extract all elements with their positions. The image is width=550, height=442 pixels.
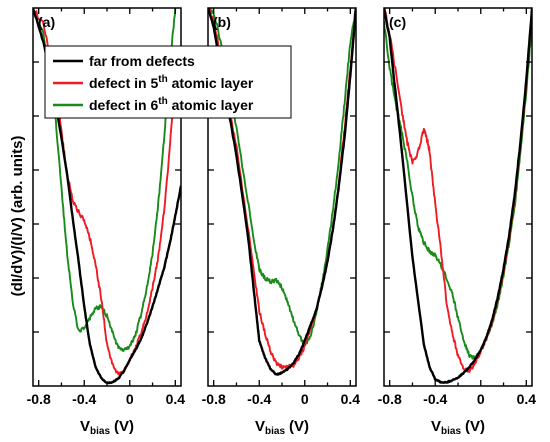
panel-3: -0.8 -0.4 0 0.4 Vbias (V) (c) [378, 7, 537, 437]
panel-label: (c) [389, 14, 406, 30]
series-line-far [208, 8, 356, 376]
x-axis-title: Vbias (V) [255, 418, 309, 437]
panel-1: -0.8 -0.4 0 0.4 Vbias (V) (a) [27, 7, 186, 437]
legend-entry-far: far from defects [89, 53, 195, 69]
x-axis-title-subscript: bias [90, 426, 110, 437]
legend: far from defects defect in 5th atomic lay… [44, 45, 292, 119]
x-tick-label: 0 [126, 391, 134, 407]
series-line-d6 [33, 8, 177, 352]
x-axis-title-var: V [255, 418, 265, 435]
panel-label: (b) [213, 14, 231, 30]
x-tick-label: 0 [301, 391, 309, 407]
legend-entry-d6: defect in 6th atomic layer [89, 96, 254, 113]
x-tick-label: -0.8 [378, 391, 402, 407]
x-axis-title-var: V [431, 418, 441, 435]
series-line-far [384, 8, 532, 384]
x-axis-title-subscript: bias [441, 426, 461, 437]
panel-2: -0.8 -0.4 0 0.4 Vbias (V) (b) [202, 7, 361, 437]
legend-box [44, 45, 292, 119]
x-axis-title-unit: (V) [289, 418, 309, 435]
series-line-far [33, 8, 181, 385]
x-tick-label: -0.8 [27, 391, 51, 407]
y-axis-title: (dI/dV)/(I/V) (arb. units) [9, 136, 26, 297]
series-line-d6 [208, 8, 356, 347]
series-group [384, 8, 532, 384]
x-axis-title-unit: (V) [465, 418, 485, 435]
y-axis-title-group: (dI/dV)/(I/V) (arb. units) [9, 136, 26, 297]
x-axis-title-var: V [80, 418, 90, 435]
x-tick-label: 0 [477, 391, 485, 407]
series-group [33, 8, 181, 385]
x-tick-label: -0.4 [423, 391, 447, 407]
x-axis-title-subscript: bias [265, 426, 285, 437]
x-axis-title: Vbias (V) [431, 418, 485, 437]
panel-label: (a) [38, 14, 55, 30]
x-tick-label: -0.8 [202, 391, 226, 407]
x-tick-label: -0.4 [72, 391, 96, 407]
x-tick-label: 0.4 [517, 391, 537, 407]
x-tick-label: 0.4 [166, 391, 186, 407]
x-axis-title-unit: (V) [114, 418, 134, 435]
x-tick-label: -0.4 [247, 391, 271, 407]
series-group [208, 8, 356, 376]
x-tick-label: 0.4 [341, 391, 361, 407]
legend-entry-d5: defect in 5th atomic layer [89, 74, 254, 91]
panels: -0.8 -0.4 0 0.4 Vbias (V) (a) -0.8 -0.4 0 0.4 Vbias… [27, 7, 537, 437]
x-axis-title: Vbias (V) [80, 418, 134, 437]
